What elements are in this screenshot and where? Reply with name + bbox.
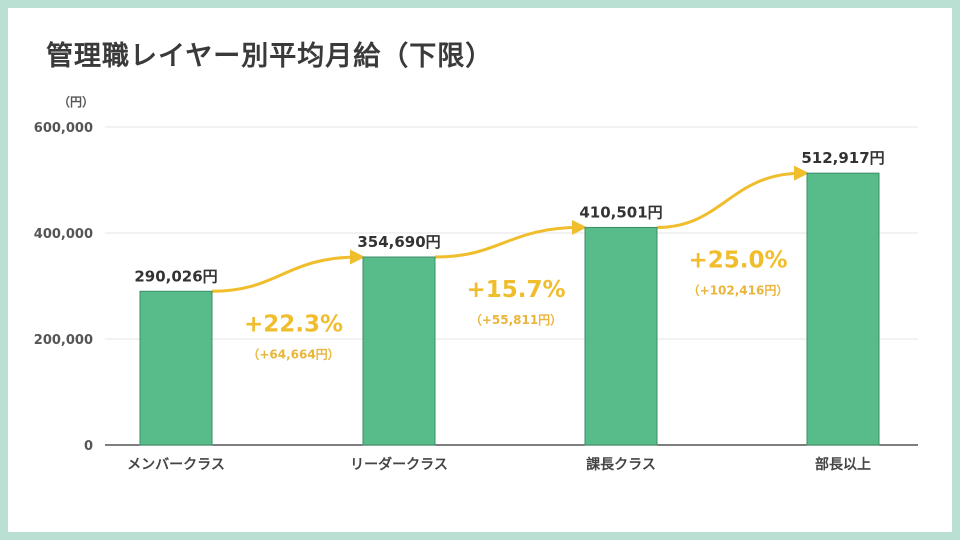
y-tick-label: 600,000 (34, 121, 93, 136)
chart-title: 管理職レイヤー別平均月給（下限） (46, 41, 494, 72)
x-category-label: 部長以上 (815, 456, 871, 473)
y-tick-label: 0 (84, 439, 93, 454)
growth-percent-label: +15.7% (466, 277, 565, 303)
x-category-label: 課長クラス (586, 456, 656, 473)
x-category-label: リーダークラス (350, 456, 448, 473)
growth-diff-label: （+64,664円） (247, 346, 339, 361)
y-tick-label: 200,000 (34, 333, 93, 348)
growth-arrow (434, 219, 587, 259)
bar (139, 290, 213, 446)
bar-value-label: 512,917円 (801, 149, 884, 167)
bar-value-label: 290,026円 (134, 267, 217, 285)
growth-percent-label: +22.3% (244, 311, 343, 337)
growth-arrow (656, 165, 809, 229)
bar (584, 226, 658, 446)
bar-value-label: 410,501円 (579, 203, 662, 221)
y-tick-label: 400,000 (34, 227, 93, 242)
growth-diff-label: （+55,811円） (470, 312, 562, 327)
bar-value-label: 354,690円 (357, 233, 440, 251)
growth-diff-label: （+102,416円） (688, 282, 789, 297)
growth-percent-label: +25.0% (688, 247, 787, 273)
x-category-label: メンバークラス (127, 457, 225, 473)
growth-arrow (211, 249, 365, 293)
bar (806, 172, 880, 446)
y-axis-unit-label: （円） (58, 94, 94, 109)
bar (362, 256, 436, 446)
